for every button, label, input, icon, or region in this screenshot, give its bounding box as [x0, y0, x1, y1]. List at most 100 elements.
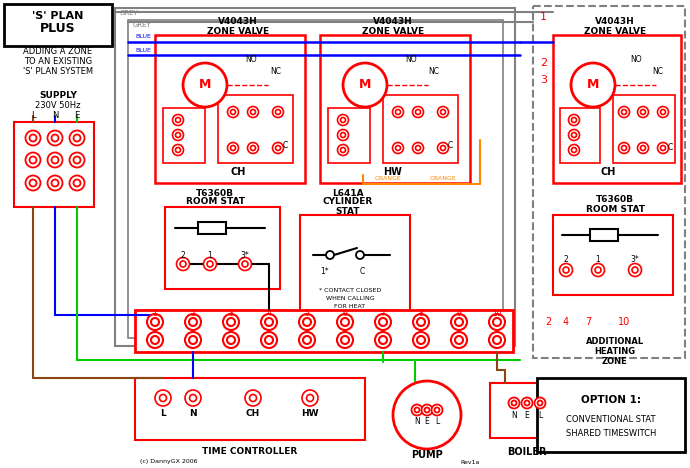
Circle shape — [223, 332, 239, 348]
Circle shape — [265, 318, 273, 326]
Text: T6360B: T6360B — [196, 189, 234, 197]
Circle shape — [185, 332, 201, 348]
Bar — [590, 229, 618, 241]
Circle shape — [569, 145, 580, 155]
Circle shape — [591, 263, 604, 277]
Circle shape — [337, 314, 353, 330]
Bar — [135, 310, 513, 352]
Circle shape — [183, 63, 227, 107]
Text: 7: 7 — [585, 317, 591, 327]
Circle shape — [250, 395, 257, 402]
Circle shape — [242, 261, 248, 267]
Circle shape — [303, 336, 311, 344]
Circle shape — [74, 134, 81, 141]
Text: 2: 2 — [540, 58, 547, 68]
Text: 3*: 3* — [631, 256, 640, 264]
Bar — [553, 35, 681, 183]
Circle shape — [489, 332, 505, 348]
Circle shape — [248, 142, 259, 154]
Text: 1*: 1* — [321, 268, 329, 277]
Circle shape — [622, 110, 627, 115]
Circle shape — [393, 142, 404, 154]
Circle shape — [437, 107, 448, 117]
Text: ZONE: ZONE — [602, 358, 628, 366]
Text: FOR HEAT: FOR HEAT — [335, 304, 366, 308]
Circle shape — [151, 336, 159, 344]
Circle shape — [26, 153, 41, 168]
Circle shape — [175, 132, 181, 138]
Text: ROOM STAT: ROOM STAT — [586, 205, 644, 213]
Circle shape — [375, 314, 391, 330]
Circle shape — [535, 397, 546, 409]
Circle shape — [455, 336, 463, 344]
Text: HW: HW — [384, 167, 402, 177]
Circle shape — [424, 408, 429, 412]
Circle shape — [569, 130, 580, 140]
Text: ZONE VALVE: ZONE VALVE — [584, 27, 646, 36]
Circle shape — [640, 146, 646, 151]
Text: 1: 1 — [208, 250, 213, 259]
Text: 'S' PLAN SYSTEM: 'S' PLAN SYSTEM — [23, 67, 93, 76]
Circle shape — [26, 176, 41, 190]
Circle shape — [261, 332, 277, 348]
Circle shape — [230, 110, 235, 115]
Bar — [115, 8, 515, 346]
Circle shape — [413, 107, 424, 117]
Text: 1: 1 — [595, 256, 600, 264]
Bar — [490, 383, 565, 438]
Bar — [128, 20, 503, 338]
Text: E: E — [75, 111, 79, 120]
Text: 230V 50Hz: 230V 50Hz — [35, 101, 81, 110]
Circle shape — [306, 395, 313, 402]
Circle shape — [303, 318, 311, 326]
Text: V4043H: V4043H — [595, 17, 635, 27]
Circle shape — [223, 314, 239, 330]
Text: HW: HW — [302, 409, 319, 417]
Text: 2: 2 — [181, 250, 186, 259]
Circle shape — [571, 132, 577, 138]
Bar — [4, 4, 112, 46]
Circle shape — [660, 146, 665, 151]
Circle shape — [30, 156, 37, 163]
Text: NO: NO — [245, 56, 257, 65]
Text: PUMP: PUMP — [411, 450, 443, 460]
Text: TO AN EXISTING: TO AN EXISTING — [24, 58, 92, 66]
Circle shape — [52, 156, 59, 163]
Circle shape — [159, 395, 166, 402]
Circle shape — [356, 251, 364, 259]
Circle shape — [395, 110, 400, 115]
Circle shape — [239, 257, 251, 271]
Text: N: N — [52, 111, 58, 120]
Circle shape — [175, 147, 181, 153]
Circle shape — [245, 390, 261, 406]
Circle shape — [172, 145, 184, 155]
Text: CH: CH — [230, 167, 246, 177]
Circle shape — [248, 107, 259, 117]
Text: 3: 3 — [540, 75, 547, 85]
Text: L: L — [435, 417, 439, 426]
Circle shape — [455, 318, 463, 326]
Circle shape — [337, 130, 348, 140]
Bar — [14, 122, 94, 207]
Circle shape — [415, 408, 420, 412]
Circle shape — [175, 117, 181, 123]
Circle shape — [571, 147, 577, 153]
Circle shape — [413, 142, 424, 154]
Circle shape — [70, 176, 84, 190]
Circle shape — [622, 146, 627, 151]
Text: 'S' PLAN: 'S' PLAN — [32, 11, 83, 21]
Circle shape — [431, 404, 442, 416]
Circle shape — [632, 267, 638, 273]
Circle shape — [30, 134, 37, 141]
Circle shape — [493, 318, 501, 326]
Circle shape — [629, 263, 642, 277]
Text: ORANGE: ORANGE — [430, 176, 457, 182]
Circle shape — [393, 381, 461, 449]
Circle shape — [74, 156, 81, 163]
Circle shape — [538, 401, 542, 405]
Circle shape — [172, 115, 184, 125]
Circle shape — [230, 146, 235, 151]
Circle shape — [618, 107, 629, 117]
Circle shape — [48, 176, 63, 190]
Circle shape — [48, 131, 63, 146]
